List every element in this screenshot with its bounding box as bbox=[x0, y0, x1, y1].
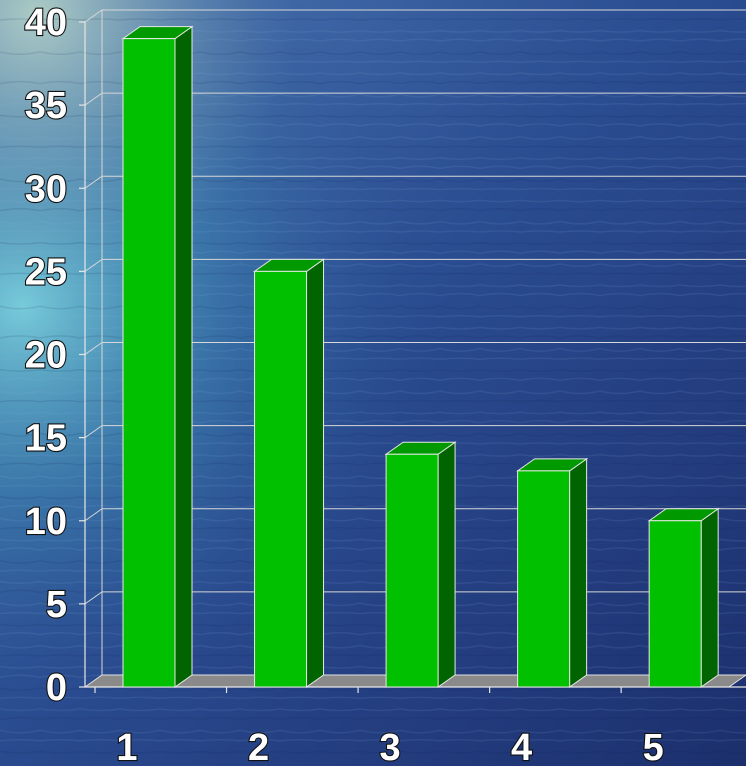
y-tick-label: 20 bbox=[25, 335, 67, 377]
ripple bbox=[0, 60, 746, 64]
ripple bbox=[0, 750, 746, 754]
ripple bbox=[0, 687, 746, 692]
y-tick-label: 5 bbox=[46, 584, 67, 626]
bar-side bbox=[174, 25, 193, 688]
bar-2 bbox=[252, 258, 326, 688]
ripple bbox=[0, 103, 746, 106]
ripple bbox=[0, 611, 746, 615]
bar-1 bbox=[121, 25, 194, 688]
ripple bbox=[0, 729, 746, 734]
gridline-side bbox=[84, 9, 103, 23]
bar-side bbox=[569, 457, 588, 688]
bar-side bbox=[437, 441, 456, 688]
bar-front bbox=[254, 270, 308, 688]
ripple bbox=[0, 18, 746, 21]
gridline-side bbox=[84, 508, 103, 522]
ripple bbox=[0, 484, 746, 488]
gridline-side bbox=[84, 92, 103, 106]
gridline-side bbox=[84, 591, 103, 605]
ripple bbox=[0, 442, 746, 445]
ripple bbox=[0, 696, 746, 700]
x-tick-label: 5 bbox=[643, 727, 664, 766]
ripple bbox=[0, 315, 746, 318]
x-tick-label: 4 bbox=[511, 727, 532, 766]
x-tick-label: 1 bbox=[116, 727, 137, 766]
ripple bbox=[0, 654, 746, 657]
y-tick-label: 40 bbox=[25, 2, 67, 44]
ripple bbox=[0, 357, 746, 360]
x-tick-label: 3 bbox=[380, 727, 401, 766]
y-tick-label: 25 bbox=[25, 251, 67, 293]
ripple bbox=[0, 708, 746, 712]
gridline-side bbox=[84, 175, 103, 189]
bar-side bbox=[306, 258, 325, 688]
plot-area: 0 5 10 15 20 25 30 35 40 1 2 3 4 5 bbox=[24, 1, 746, 766]
ripple bbox=[0, 187, 746, 191]
y-tick-label: 15 bbox=[25, 418, 67, 460]
ripple bbox=[0, 399, 746, 403]
ripple bbox=[0, 739, 746, 742]
bar-5 bbox=[647, 507, 720, 688]
ripple bbox=[0, 230, 746, 233]
ripple bbox=[0, 527, 746, 530]
bar-front bbox=[385, 453, 439, 688]
bar-front bbox=[517, 470, 571, 688]
y-tick-label: 35 bbox=[25, 85, 67, 127]
bar-side bbox=[700, 507, 719, 688]
ripple bbox=[0, 29, 746, 33]
bar-front bbox=[648, 520, 702, 688]
ripple bbox=[0, 569, 746, 572]
ripple bbox=[0, 716, 746, 721]
ripple bbox=[0, 272, 746, 276]
bar-3 bbox=[384, 441, 457, 688]
ripple bbox=[0, 145, 746, 148]
gridline-side bbox=[84, 425, 103, 439]
bar-front bbox=[122, 38, 176, 688]
x-tick-label: 2 bbox=[248, 727, 269, 766]
y-tick-label: 30 bbox=[25, 168, 67, 210]
y-tick-label: 10 bbox=[25, 501, 67, 543]
gridline-side bbox=[84, 258, 103, 272]
gridline-side bbox=[84, 342, 103, 355]
y-tick-label: 0 bbox=[46, 667, 67, 709]
bar-4 bbox=[516, 457, 589, 688]
